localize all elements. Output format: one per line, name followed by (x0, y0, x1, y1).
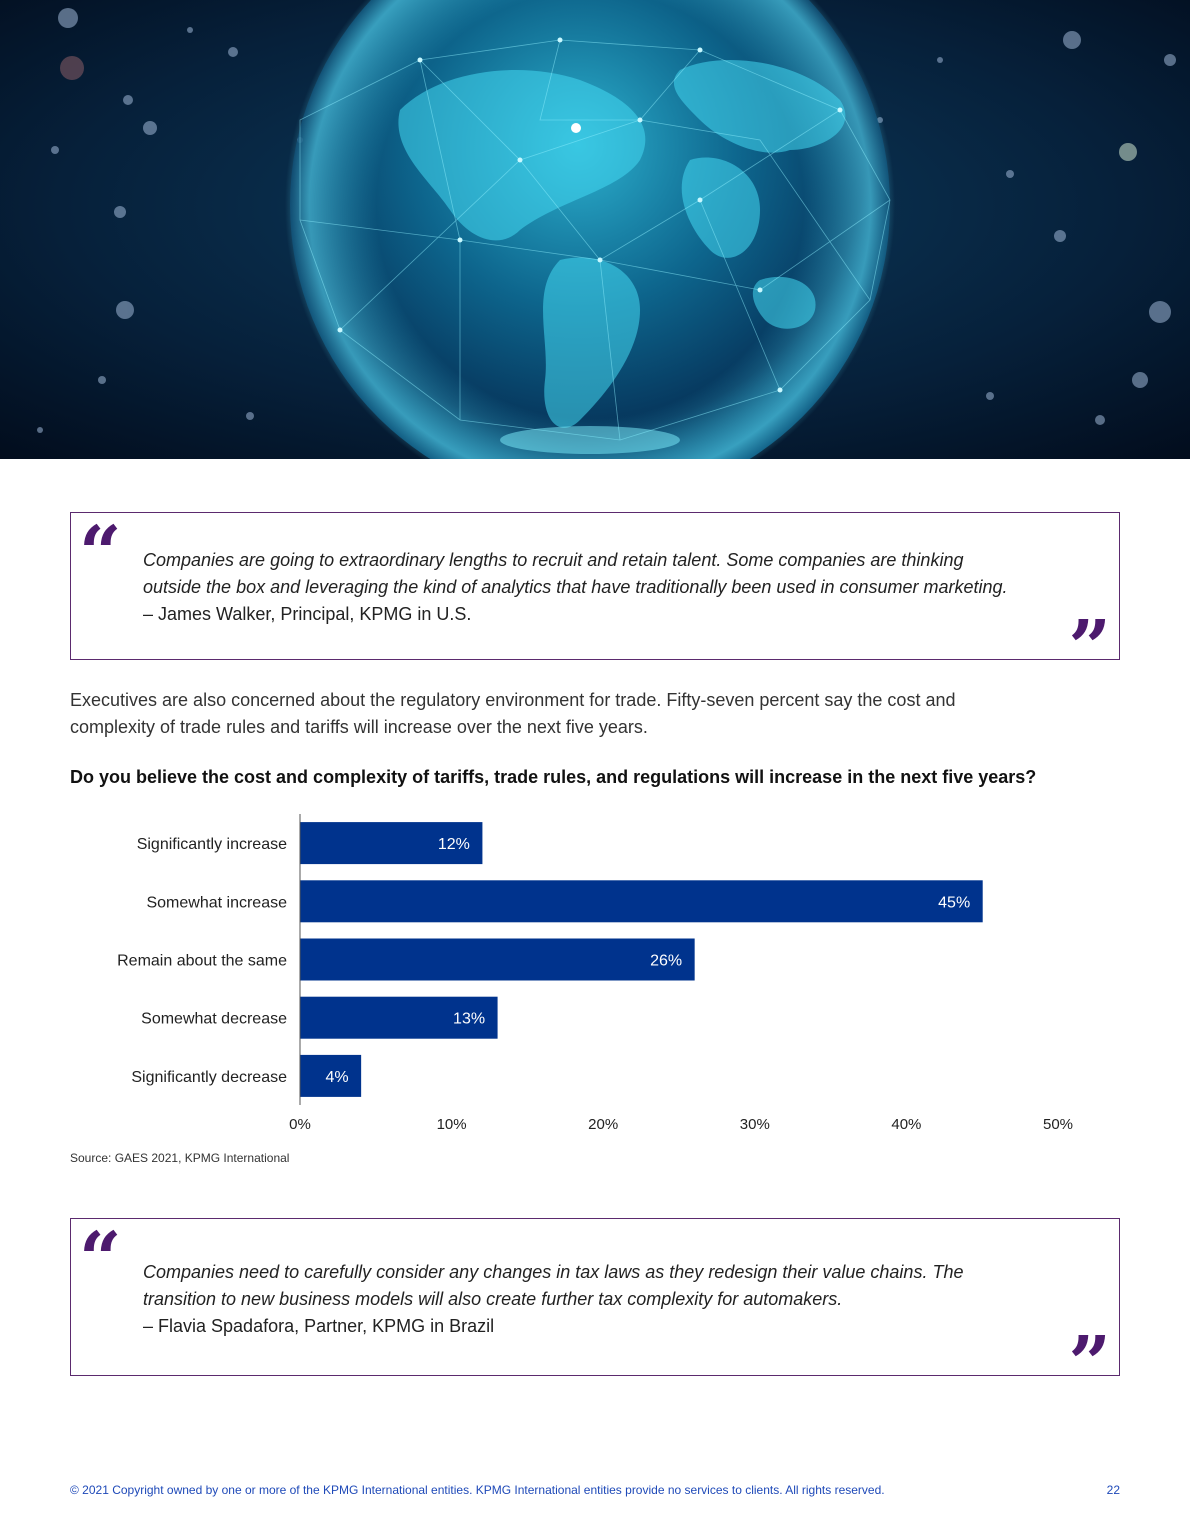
quote-text: Companies need to carefully consider any… (143, 1259, 1079, 1313)
category-label: Significantly decrease (131, 1069, 287, 1086)
quote-author: – James Walker, Principal, KPMG in U.S. (143, 604, 472, 624)
quote-line: Companies are going to extraordinary len… (143, 550, 964, 570)
category-label: Somewhat decrease (141, 1011, 287, 1028)
bar (300, 996, 498, 1039)
page-number: 22 (1106, 1483, 1120, 1497)
open-quote-icon: “ (79, 511, 122, 597)
intro-line: complexity of trade rules and tariffs wi… (70, 717, 648, 737)
x-tick-label: 0% (289, 1116, 311, 1133)
quote-line: Companies need to carefully consider any… (143, 1262, 964, 1282)
x-tick-label: 10% (437, 1116, 467, 1133)
close-quote-icon: ” (1068, 1321, 1111, 1407)
x-tick-label: 40% (891, 1116, 921, 1133)
quote-text: Companies are going to extraordinary len… (143, 547, 1079, 601)
open-quote-icon: “ (79, 1217, 122, 1303)
chart-title: Do you believe the cost and complexity o… (70, 767, 1037, 787)
quote-author: – Flavia Spadafora, Partner, KPMG in Bra… (143, 1316, 495, 1336)
bar-data-label: 12% (438, 836, 470, 853)
bar (300, 1054, 362, 1097)
quote-line: transition to new business models will a… (143, 1289, 843, 1309)
bar-chart: 12% Significantly increase 45% Somewhat inc… (117, 814, 1073, 1133)
hero-globe-image (0, 0, 1190, 459)
category-label: Somewhat increase (146, 894, 287, 911)
category-label: Significantly increase (137, 836, 287, 853)
bar-data-label: 4% (326, 1069, 349, 1086)
bar (300, 938, 695, 981)
bar-data-label: 26% (650, 953, 682, 970)
quote-line: outside the box and leveraging the kind … (143, 577, 1008, 597)
quote-box-walker: “ Companies are going to extraordinary l… (70, 511, 1120, 685)
category-label: Remain about the same (117, 953, 287, 970)
bar (300, 822, 483, 865)
x-tick-label: 20% (588, 1116, 618, 1133)
quote-box-spadafora: “ Companies need to carefully consider a… (70, 1217, 1120, 1401)
intro-paragraph: Executives are also concerned about the … (70, 687, 1070, 741)
x-tick-label: 30% (740, 1116, 770, 1133)
bar-data-label: 13% (453, 1011, 485, 1028)
chart-source: Source: GAES 2021, KPMG International (70, 1151, 290, 1165)
x-tick-label: 50% (1043, 1116, 1073, 1133)
intro-line: Executives are also concerned about the … (70, 690, 956, 710)
footer-copyright: © 2021 Copyright owned by one or more of… (70, 1483, 885, 1497)
close-quote-icon: ” (1068, 605, 1111, 691)
bar (300, 880, 983, 923)
bar-data-label: 45% (938, 894, 970, 911)
